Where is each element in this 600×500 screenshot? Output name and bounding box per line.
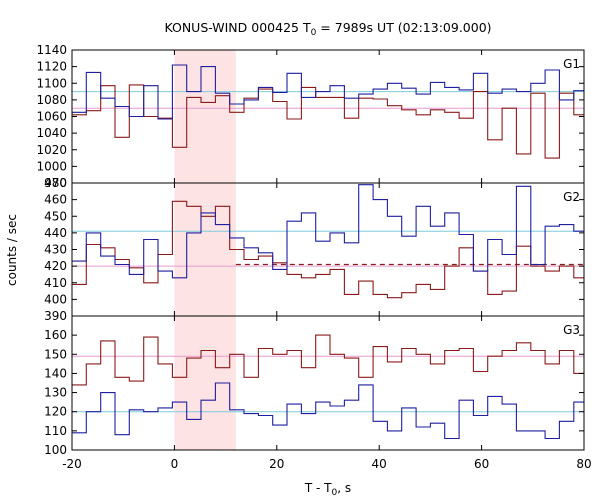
y-tick-label-G3-120: 120 — [44, 405, 67, 419]
y-tick-label-G3-150: 150 — [44, 347, 67, 361]
y-tick-label-G1-1040: 1040 — [36, 126, 67, 140]
x-axis-label-rest: , s — [337, 481, 351, 495]
y-tick-label-G1-1000: 1000 — [36, 159, 67, 173]
y-tick-label-G1-980: 980 — [44, 176, 67, 190]
y-tick-label-G2-450: 450 — [44, 209, 67, 223]
chart-title-rest: = 7989s UT (02:13:09.000) — [316, 20, 491, 35]
y-tick-label-G1-1080: 1080 — [36, 93, 67, 107]
y-tick-label-G1-1100: 1100 — [36, 76, 67, 90]
y-tick-label-G2-430: 430 — [44, 243, 67, 257]
panel-label-G2: G2 — [563, 190, 580, 204]
panel-label-G3: G3 — [563, 323, 580, 337]
y-tick-label-G1-1060: 1060 — [36, 110, 67, 124]
y-tick-label-G3-110: 110 — [44, 424, 67, 438]
panel-frame-G3 — [71, 315, 585, 451]
y-tick-label-G2-440: 440 — [44, 226, 67, 240]
series-blue-G2 — [72, 184, 584, 279]
y-tick-label-G3-140: 140 — [44, 366, 67, 380]
y-axis-label: counts / sec — [5, 214, 19, 286]
y-tick-label-G3-100: 100 — [44, 443, 67, 457]
plot-area: 98010001020104010601080110011201140G1390… — [36, 43, 591, 471]
x-tick-label--20: -20 — [62, 457, 82, 471]
chart-title-main: KONUS-WIND 000425 T — [164, 20, 310, 35]
y-tick-label-G3-130: 130 — [44, 386, 67, 400]
x-axis-label: T - T0, s — [304, 481, 351, 498]
y-tick-label-G2-400: 400 — [44, 292, 67, 306]
y-tick-label-G2-460: 460 — [44, 193, 67, 207]
chart-title: KONUS-WIND 000425 T0 = 7989s UT (02:13:0… — [164, 20, 491, 38]
series-blue-G1 — [72, 64, 584, 120]
chart-title-sub: 0 — [311, 28, 317, 38]
x-tick-label-60: 60 — [474, 457, 489, 471]
x-tick-label-0: 0 — [171, 457, 179, 471]
x-tick-label-40: 40 — [372, 457, 387, 471]
y-tick-label-G2-420: 420 — [44, 259, 67, 273]
y-tick-label-G2-390: 390 — [44, 309, 67, 323]
panel-label-G1: G1 — [563, 57, 580, 71]
y-tick-label-G1-1140: 1140 — [36, 43, 67, 57]
series-red-G3 — [72, 334, 584, 386]
series-red-G1 — [72, 84, 584, 159]
series-red-G2 — [72, 200, 584, 299]
y-tick-label-G1-1020: 1020 — [36, 143, 67, 157]
x-axis-label-sub: 0 — [332, 488, 338, 498]
x-axis-label-main: T - T — [304, 481, 332, 495]
x-tick-label-80: 80 — [576, 457, 591, 471]
y-tick-label-G2-410: 410 — [44, 276, 67, 290]
series-blue-G3 — [72, 382, 584, 440]
x-tick-label-20: 20 — [269, 457, 284, 471]
y-tick-label-G2-470: 470 — [44, 176, 67, 190]
y-tick-label-G1-1120: 1120 — [36, 60, 67, 74]
panel-frame-G2 — [71, 182, 585, 317]
burst-interval-shade — [174, 50, 236, 450]
y-tick-label-G3-160: 160 — [44, 328, 67, 342]
